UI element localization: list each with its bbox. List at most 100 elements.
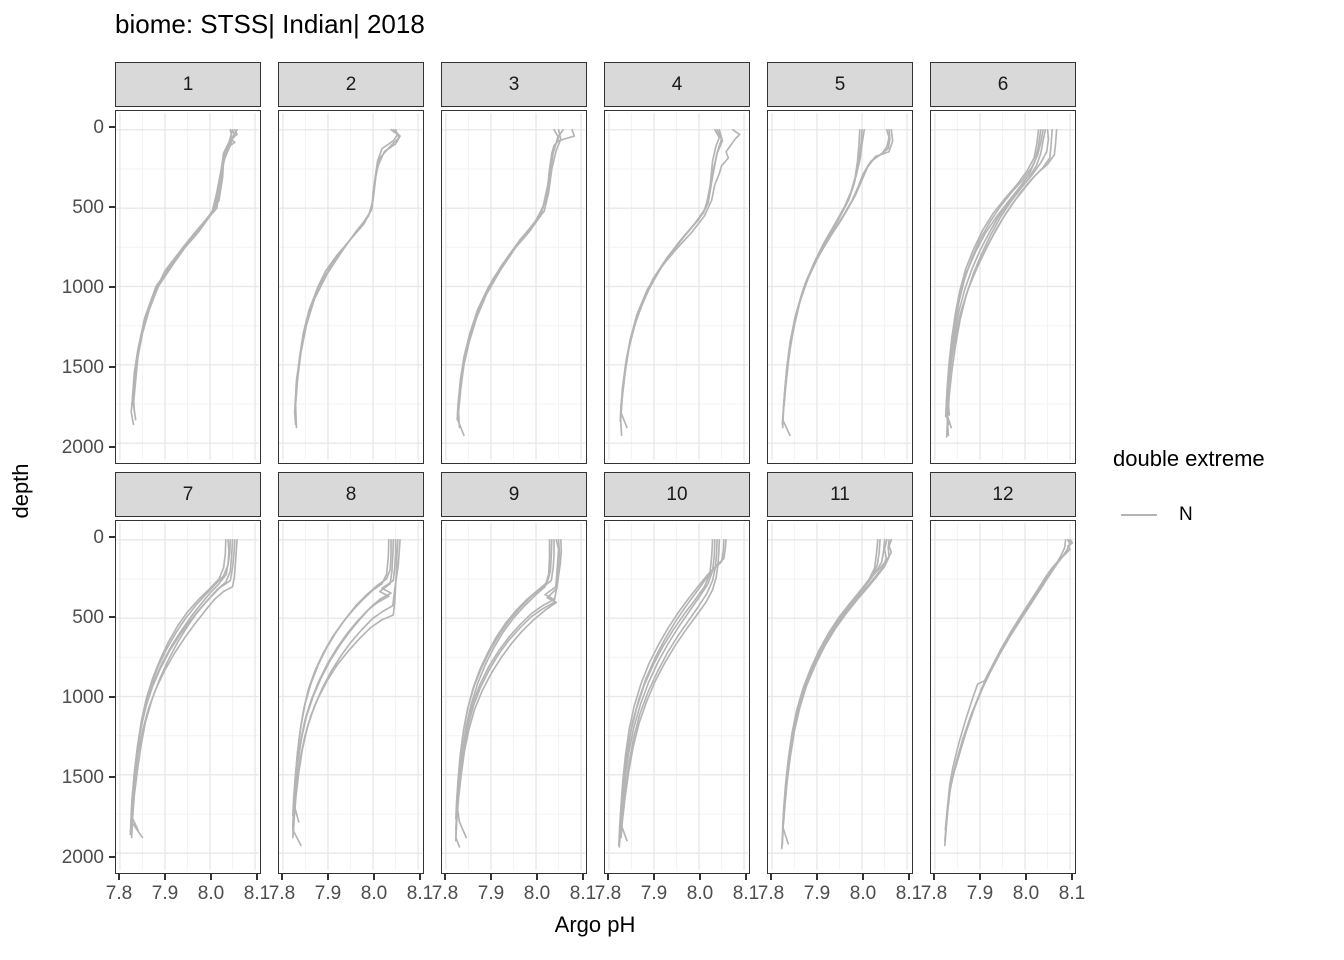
y-tick-label: 0 [93,116,104,138]
y-tick-mark [109,286,115,288]
x-tick-label: 8.0 [849,883,877,904]
panel-canvas [442,523,585,870]
panel-canvas [116,523,259,870]
y-tick-mark [109,616,115,618]
profile-line [780,538,893,850]
profile-line [132,128,234,413]
y-tick-label: 500 [72,606,104,628]
facet-strip: 9 [441,472,587,517]
facet-panel [441,520,587,874]
y-tick-mark [109,126,115,128]
facet-strip: 2 [278,62,424,107]
x-tick-label: 7.9 [314,883,342,904]
profile-line [294,128,401,413]
profile-line [455,538,551,820]
y-tick-mark [109,446,115,448]
x-tick-label: 8.1 [569,883,597,904]
profile-line [130,538,234,839]
profile-line [945,128,1050,438]
facet-strip: 10 [604,472,750,517]
facet-panel [767,110,913,464]
facet-strip-label: 4 [671,73,683,95]
x-tick-mark [419,874,421,880]
facet-strip: 6 [930,62,1076,107]
x-tick-mark [256,874,258,880]
x-axis-title: Argo pH [554,912,636,937]
y-tick-mark [109,366,115,368]
facet-strip: 7 [115,472,261,517]
facet-panel [930,520,1076,874]
facet-strip-label: 6 [997,73,1009,95]
y-tick-mark [109,206,115,208]
profile-line [130,538,232,815]
x-tick-mark [281,874,283,880]
y-tick-mark [109,696,115,698]
profile-line [619,128,723,423]
profile-line [782,128,894,413]
legend-entry: N [1113,504,1333,526]
x-tick-label: 8.1 [732,883,760,904]
x-tick-label: 8.1 [1058,883,1086,904]
facet-panel [767,520,913,874]
plot-title: biome: STSS| Indian| 2018 [115,9,425,39]
facet-panel [278,110,424,464]
x-tick-label: 8.1 [895,883,923,904]
profile-line [619,128,721,437]
profile-line [456,128,562,421]
x-tick-label: 7.8 [431,883,459,904]
facet-strip: 1 [115,62,261,107]
y-tick-mark [109,776,115,778]
y-tick-label: 1000 [61,686,104,708]
profile-line [944,128,1044,418]
x-tick-label: 7.9 [966,883,994,904]
panel-canvas [768,523,911,870]
x-tick-label: 7.9 [640,883,668,904]
x-tick-mark [118,874,120,880]
facet-panel [604,520,750,874]
profile-line [781,538,879,845]
y-tick-label: 2000 [61,846,104,868]
y-tick-label: 500 [72,196,104,218]
x-tick-label: 7.8 [268,883,296,904]
x-tick-mark [582,874,584,880]
profile-line [454,538,555,820]
y-tick-mark [109,856,115,858]
x-tick-mark [210,874,212,880]
x-tick-label: 7.8 [594,883,622,904]
facet-panel [115,520,261,874]
x-tick-label: 8.1 [406,883,434,904]
facet-strip-label: 11 [830,483,850,505]
profile-line [293,128,401,426]
profile-line [620,538,718,836]
profile-line [946,128,1042,416]
profile-line [620,128,724,410]
x-tick-mark [770,874,772,880]
facet-strip-label: 1 [182,73,194,95]
profile-line [294,128,399,429]
facet-strip: 12 [930,472,1076,517]
facet-strip-label: 7 [182,483,194,505]
profile-line [782,128,890,410]
x-tick-mark [1025,874,1027,880]
x-tick-mark [933,874,935,880]
panel-canvas [931,113,1074,460]
x-tick-mark [862,874,864,880]
x-tick-mark [979,874,981,880]
x-tick-mark [490,874,492,880]
x-tick-label: 8.0 [197,883,225,904]
y-tick-label: 1500 [61,356,104,378]
facet-strip: 8 [278,472,424,517]
panel-canvas [931,523,1074,870]
panel-canvas [605,523,748,870]
facet-strip: 3 [441,62,587,107]
facet-panel [278,520,424,874]
x-tick-label: 8.1 [243,883,271,904]
facet-panel [441,110,587,464]
legend-key-line [1121,513,1157,517]
x-tick-mark [1071,874,1073,880]
x-tick-mark [536,874,538,880]
profile-line [455,538,553,839]
x-tick-label: 7.9 [151,883,179,904]
profile-line [618,538,716,844]
y-tick-label: 0 [93,526,104,548]
